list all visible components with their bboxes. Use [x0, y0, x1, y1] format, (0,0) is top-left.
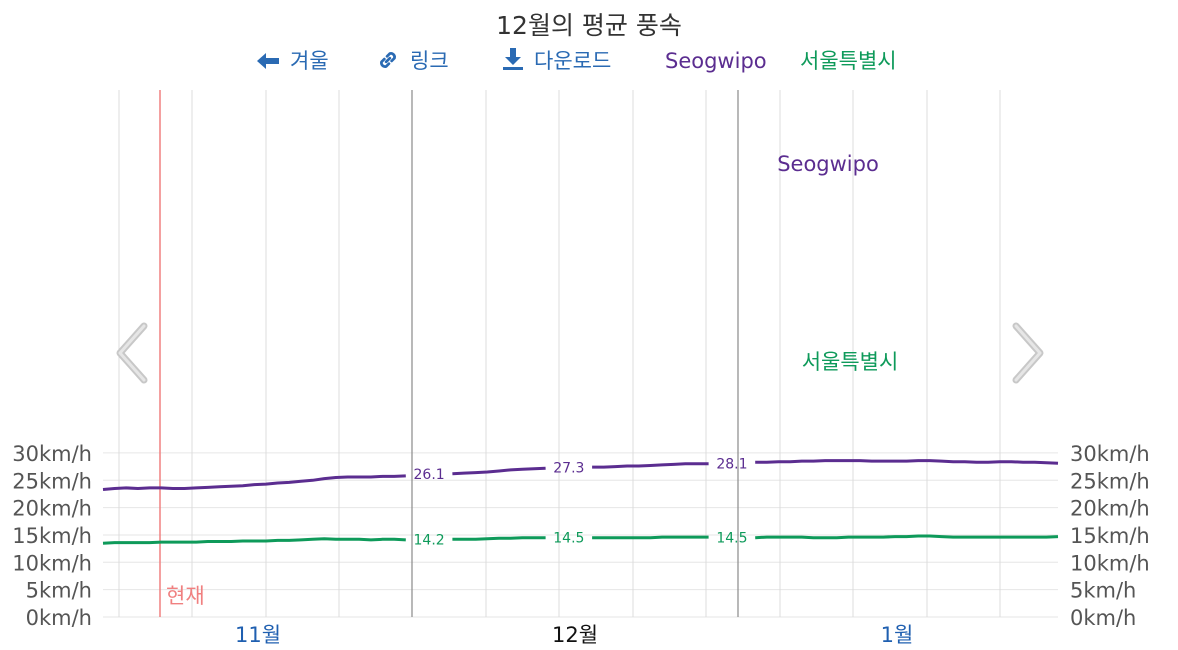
prev-season-label: 겨울 [290, 49, 329, 73]
series-line-1 [102, 537, 406, 545]
link-label: 링크 [410, 49, 449, 73]
x-tick-label: 1월 [881, 623, 914, 647]
data-label: 14.2 [414, 532, 445, 548]
series-line-1 [452, 536, 546, 541]
download-icon [503, 48, 523, 70]
series-line-0 [755, 459, 1059, 465]
series-end-label: Seogwipo [777, 152, 879, 176]
series-end-label: 서울특별시 [802, 350, 899, 374]
y-tick-label-right: 5km/h [1070, 579, 1136, 603]
y-tick-label-right: 25km/h [1070, 469, 1150, 493]
series-line-0 [592, 462, 709, 469]
y-tick-label-right: 0km/h [1070, 606, 1136, 630]
data-label: 14.5 [716, 531, 747, 547]
y-tick-label-right: 15km/h [1070, 524, 1150, 548]
legend-item-seogwipo[interactable]: Seogwipo [665, 49, 767, 73]
y-tick-label-right: 30km/h [1070, 442, 1150, 466]
y-tick-label-left: 25km/h [12, 469, 92, 493]
chart-toolbar: 겨울 링크 다운로드 Seogwipo 서울특별시 [0, 46, 1178, 78]
chart-title: 12월의 평균 풍속 [496, 11, 682, 40]
x-tick-label: 11월 [235, 623, 281, 647]
y-tick-label-left: 20km/h [12, 497, 92, 521]
y-tick-label-left: 30km/h [12, 442, 92, 466]
arrow-left-icon [257, 53, 279, 69]
x-tick-label: 12월 [552, 623, 598, 647]
series-line-0 [452, 466, 546, 476]
data-label: 14.5 [553, 531, 584, 547]
y-tick-label-right: 20km/h [1070, 497, 1150, 521]
y-tick-label-right: 10km/h [1070, 551, 1150, 575]
chevron-left-icon [116, 322, 148, 384]
link-button[interactable]: 링크 [376, 46, 449, 76]
prev-month-arrow[interactable] [112, 320, 152, 386]
y-tick-label-left: 10km/h [12, 551, 92, 575]
data-label: 26.1 [414, 467, 445, 483]
next-month-arrow[interactable] [1008, 320, 1048, 386]
now-marker-label: 현재 [166, 584, 205, 608]
link-icon [380, 52, 396, 68]
download-label: 다운로드 [534, 49, 612, 73]
data-label: 28.1 [716, 456, 747, 472]
data-label: 27.3 [553, 461, 584, 477]
legend-item-seoul[interactable]: 서울특별시 [800, 49, 897, 73]
prev-season-button[interactable]: 겨울 [256, 46, 329, 76]
series-line-1 [755, 534, 1059, 540]
y-tick-label-left: 5km/h [26, 579, 92, 603]
chevron-right-icon [1012, 322, 1044, 384]
y-tick-label-left: 0km/h [26, 606, 92, 630]
series-line-0 [102, 474, 406, 491]
series-line-1 [592, 535, 709, 540]
y-tick-label-left: 15km/h [12, 524, 92, 548]
download-button[interactable]: 다운로드 [502, 46, 611, 76]
